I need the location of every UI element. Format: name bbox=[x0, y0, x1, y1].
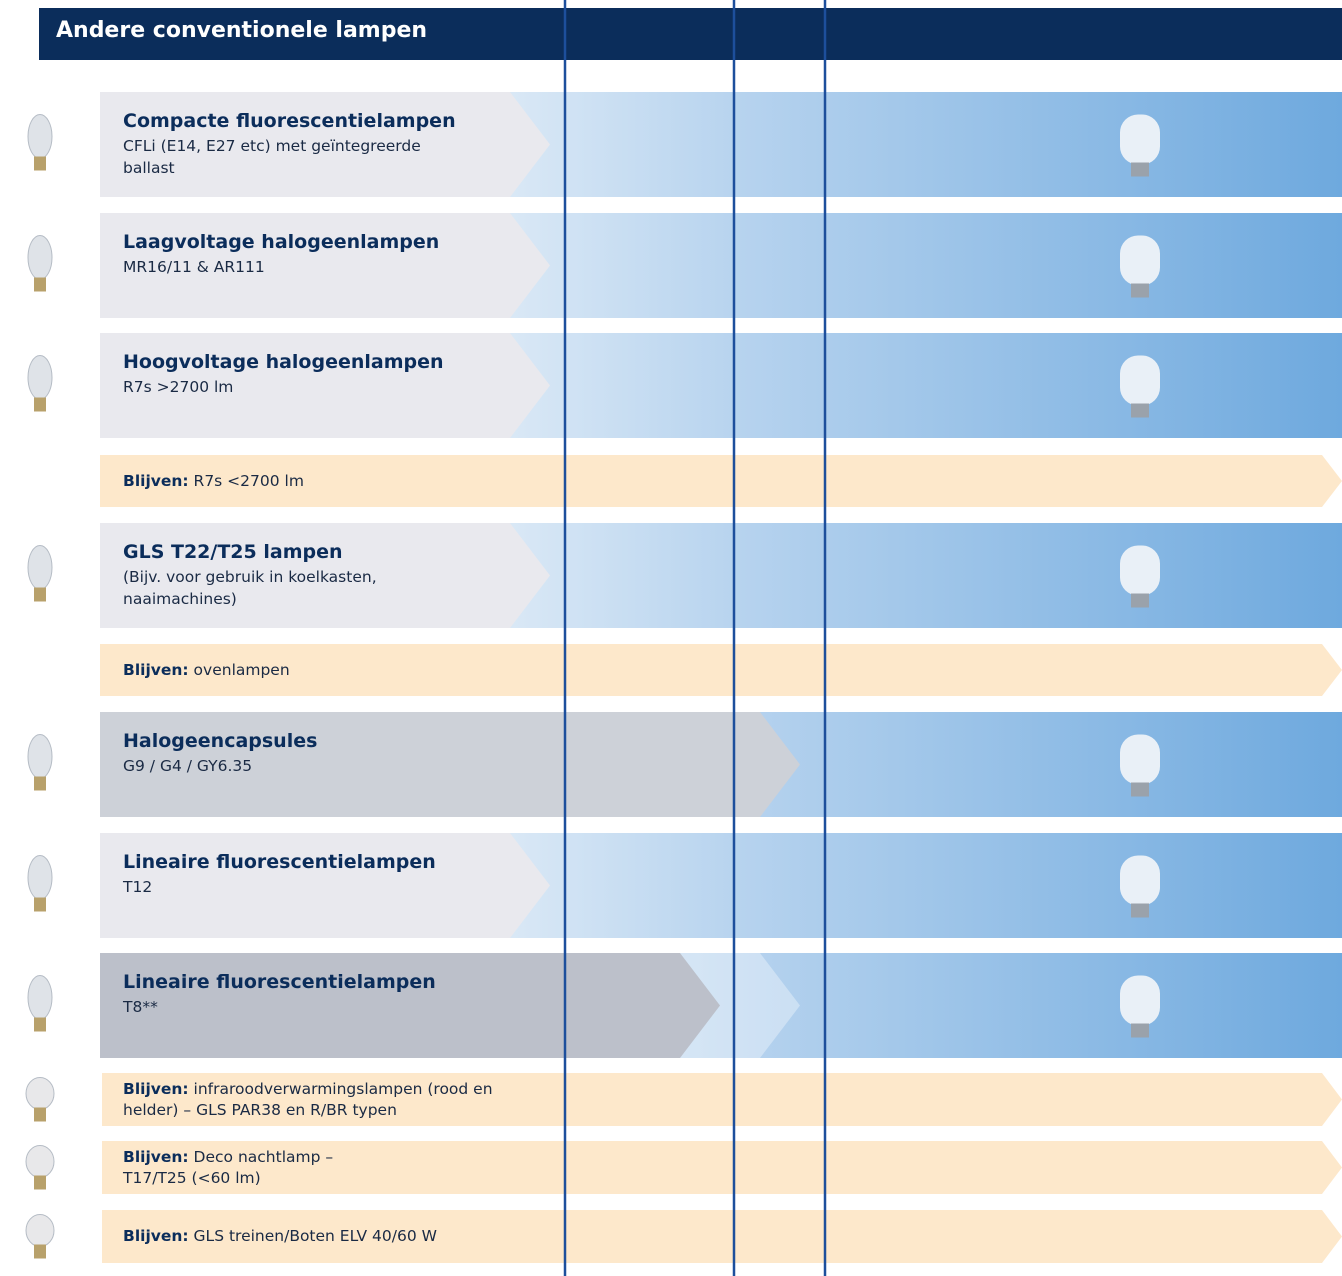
row-title: Halogeencapsules bbox=[123, 730, 318, 752]
replacement-band bbox=[510, 92, 1342, 197]
row-title: GLS T22/T25 lampen bbox=[123, 541, 343, 563]
keep-label: Blijven: bbox=[123, 1079, 189, 1098]
led-product bbox=[1120, 855, 1160, 906]
replacement-band bbox=[510, 333, 1342, 438]
row-text: Compacte fluorescentielampen CFLi (E14, E… bbox=[123, 109, 463, 179]
keep-text: Blijven: ovenlampen bbox=[123, 660, 623, 681]
replacement-band bbox=[510, 833, 1342, 938]
lamp-base bbox=[34, 397, 46, 412]
keep-description: ovenlampen bbox=[193, 660, 290, 679]
lamp-base bbox=[34, 1017, 46, 1032]
lamp-base bbox=[34, 156, 46, 171]
keep-band bbox=[102, 1073, 1342, 1126]
lamp-base bbox=[34, 897, 46, 912]
keep-description: infraroodverwarmingslampen (rood en held… bbox=[123, 1079, 493, 1119]
keep-text: Blijven: R7s <2700 lm bbox=[123, 471, 623, 492]
row-title: Compacte fluorescentielampen bbox=[123, 110, 456, 132]
header-title: Andere conventionele lampen bbox=[56, 18, 428, 43]
led-base bbox=[1131, 593, 1149, 608]
conventional-band bbox=[100, 92, 550, 197]
led-product bbox=[1120, 975, 1160, 1026]
keep-description: GLS treinen/Boten ELV 40/60 W bbox=[193, 1227, 437, 1245]
led-product bbox=[1120, 355, 1160, 406]
row-text: Laagvoltage halogeenlampen MR16/11 & AR11… bbox=[123, 230, 483, 278]
led-base bbox=[1131, 162, 1149, 177]
keep-description: Deco nachtlamp – T17/T25 (<60 lm) bbox=[123, 1147, 334, 1187]
conventional-band bbox=[100, 833, 550, 938]
keep-band bbox=[102, 1141, 1342, 1194]
led-base bbox=[1131, 1023, 1149, 1038]
row-subtitle: T8** bbox=[123, 998, 158, 1016]
keep-label: Blijven: bbox=[123, 471, 189, 490]
lamp-base bbox=[34, 587, 46, 602]
lamp-base bbox=[34, 1107, 46, 1122]
led-base bbox=[1131, 283, 1149, 298]
keep-band bbox=[102, 1210, 1342, 1263]
row-subtitle: MR16/11 & AR111 bbox=[123, 258, 265, 276]
keep-label: Blijven: bbox=[123, 1227, 189, 1245]
row-text: Lineaire fluorescentielampen T8** bbox=[123, 970, 483, 1018]
keep-text: Blijven: GLS treinen/Boten ELV 40/60 W bbox=[123, 1226, 623, 1247]
keep-label: Blijven: bbox=[123, 660, 189, 679]
lamp-base bbox=[34, 1244, 46, 1259]
row-title: Lineaire fluorescentielampen bbox=[123, 851, 436, 873]
row-subtitle: T12 bbox=[123, 878, 153, 896]
keep-text: Blijven: infraroodverwarmingslampen (roo… bbox=[123, 1079, 523, 1121]
led-base bbox=[1131, 403, 1149, 418]
led-product bbox=[1120, 734, 1160, 785]
keep-label: Blijven: bbox=[123, 1147, 189, 1166]
lamp-base bbox=[34, 1175, 46, 1190]
keep-band bbox=[100, 455, 1342, 507]
lamp-base bbox=[34, 277, 46, 292]
row-text: Hoogvoltage halogeenlampen R7s >2700 lm bbox=[123, 350, 483, 398]
led-base bbox=[1131, 903, 1149, 918]
row-text: GLS T22/T25 lampen (Bijv. voor gebruik in… bbox=[123, 540, 423, 610]
header-bar bbox=[39, 8, 1342, 60]
replacement-band bbox=[510, 523, 1342, 628]
row-title: Hoogvoltage halogeenlampen bbox=[123, 351, 444, 373]
led-product bbox=[1120, 545, 1160, 596]
led-base bbox=[1131, 782, 1149, 797]
replacement-band bbox=[760, 712, 1342, 817]
keep-band bbox=[100, 644, 1342, 696]
conventional-band bbox=[100, 523, 550, 628]
row-text: Halogeencapsules G9 / G4 / GY6.35 bbox=[123, 729, 483, 777]
row-subtitle: G9 / G4 / GY6.35 bbox=[123, 757, 253, 775]
row-title: Laagvoltage halogeenlampen bbox=[123, 231, 440, 253]
row-subtitle: CFLi (E14, E27 etc) met geïntegreerde ba… bbox=[123, 137, 421, 177]
led-product bbox=[1120, 235, 1160, 286]
row-subtitle: R7s >2700 lm bbox=[123, 378, 234, 396]
keep-description: R7s <2700 lm bbox=[193, 471, 304, 490]
conventional-band bbox=[100, 213, 550, 318]
conventional-band bbox=[100, 333, 550, 438]
conventional-band bbox=[100, 712, 800, 817]
row-subtitle: (Bijv. voor gebruik in koelkasten, naaim… bbox=[123, 568, 377, 608]
replacement-band bbox=[510, 213, 1342, 318]
replacement-band bbox=[680, 953, 1342, 1058]
row-title: Lineaire fluorescentielampen bbox=[123, 971, 436, 993]
row-text: Lineaire fluorescentielampen T12 bbox=[123, 850, 483, 898]
chevron bbox=[680, 953, 800, 1058]
led-product bbox=[1120, 114, 1160, 165]
keep-text: Blijven: Deco nachtlamp – T17/T25 (<60 l… bbox=[123, 1147, 363, 1189]
lamp-base bbox=[34, 776, 46, 791]
